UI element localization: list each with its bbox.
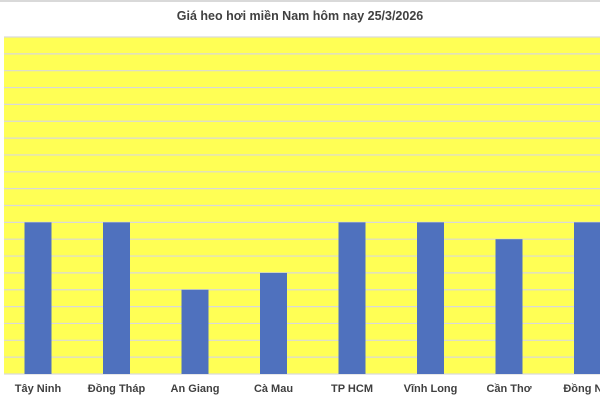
x-tick-label: Cần Thơ	[486, 383, 531, 395]
bar	[495, 239, 523, 374]
bar	[24, 222, 52, 374]
chart-title: Giá heo hơi miền Nam hôm nay 25/3/2026	[176, 9, 424, 23]
spreadsheet-header-strip	[0, 0, 600, 2]
x-tick-label: Cà Mau	[254, 383, 293, 395]
x-tick-label: Tây Ninh	[15, 383, 62, 395]
x-tick-label: An Giang	[171, 383, 220, 395]
x-tick-label: Đồng Nai	[563, 383, 600, 395]
x-tick-label: Đồng Tháp	[88, 383, 146, 395]
bar	[103, 222, 130, 374]
bar	[181, 289, 209, 374]
bar	[338, 222, 366, 374]
x-tick-label: TP HCM	[331, 383, 373, 395]
x-tick-label: Vĩnh Long	[404, 383, 458, 395]
bar	[574, 222, 600, 374]
bar	[260, 272, 287, 374]
bar	[417, 222, 444, 374]
